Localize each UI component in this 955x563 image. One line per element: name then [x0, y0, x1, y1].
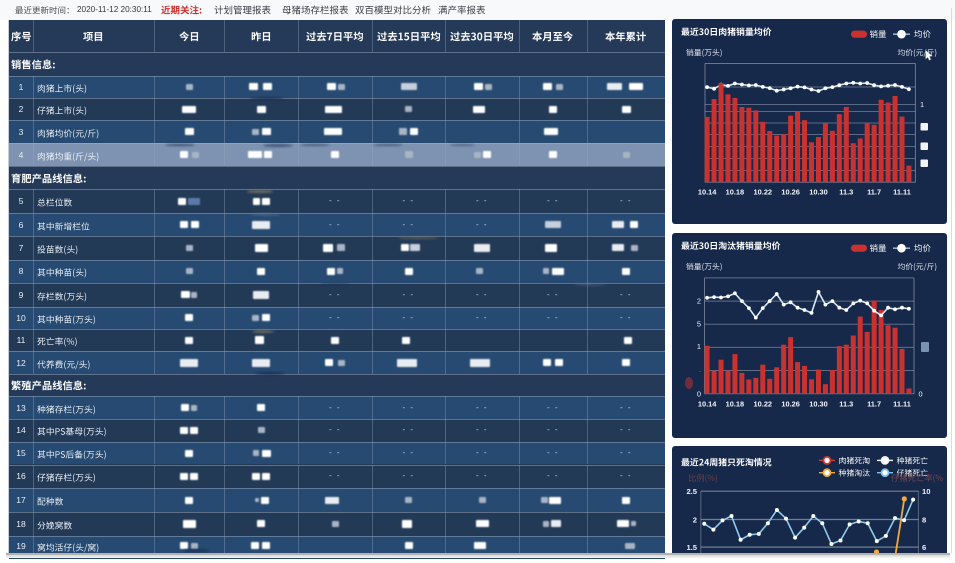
svg-text:0: 0: [697, 389, 701, 398]
svg-text:1: 1: [920, 100, 924, 109]
svg-text:5: 5: [697, 319, 701, 328]
svg-text:10.22: 10.22: [754, 188, 773, 197]
svg-text:2: 2: [697, 297, 701, 306]
svg-text:10.26: 10.26: [781, 188, 800, 197]
svg-text:10.30: 10.30: [809, 188, 828, 197]
svg-text:10.26: 10.26: [781, 400, 800, 409]
svg-text:10.14: 10.14: [698, 400, 717, 409]
svg-text:6: 6: [922, 543, 926, 552]
svg-text:1: 1: [697, 342, 701, 351]
svg-text:10.18: 10.18: [726, 400, 745, 409]
svg-text:10: 10: [922, 487, 930, 496]
svg-text:0: 0: [919, 389, 923, 398]
svg-text:11.7: 11.7: [867, 400, 881, 409]
svg-text:10.30: 10.30: [809, 400, 828, 409]
svg-text:.: .: [699, 365, 701, 374]
svg-text:11.3: 11.3: [839, 400, 853, 409]
svg-text:10.14: 10.14: [698, 188, 717, 197]
svg-text:10.22: 10.22: [754, 400, 773, 409]
svg-text:10.18: 10.18: [726, 188, 745, 197]
svg-text:1.5: 1.5: [686, 543, 697, 552]
svg-text:2.5: 2.5: [686, 487, 697, 496]
svg-text:11.11: 11.11: [893, 188, 911, 197]
svg-text:8: 8: [922, 515, 926, 524]
svg-text:11.3: 11.3: [839, 188, 853, 197]
svg-text:2: 2: [693, 515, 697, 524]
svg-text:11.11: 11.11: [893, 400, 911, 409]
svg-text:11.7: 11.7: [867, 188, 881, 197]
